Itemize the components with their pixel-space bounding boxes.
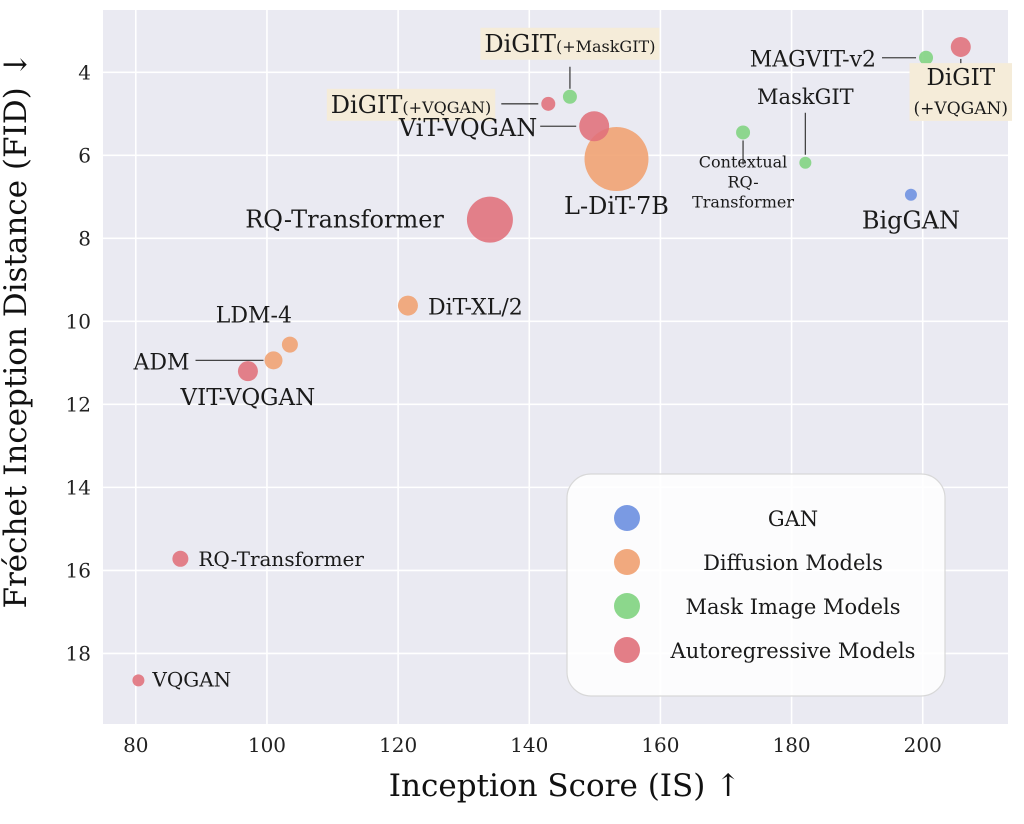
point-label-line: Transformer	[692, 192, 794, 211]
point-label-line: (+VQGAN)	[914, 99, 1008, 119]
legend-label: Diffusion Models	[703, 551, 883, 575]
label-highlight-box	[909, 63, 1013, 121]
x-axis-title: Inception Score (IS) ↑	[389, 768, 741, 804]
point-label: DiGIT (+VQGAN)	[914, 65, 1008, 119]
data-point	[466, 196, 513, 243]
point-label: DiGIT(+MaskGIT)	[484, 30, 655, 58]
x-tick-label: 120	[379, 733, 417, 757]
y-tick-label: 8	[78, 226, 91, 250]
data-point	[237, 361, 258, 382]
point-label: Contextual RQ-Transformer	[692, 152, 794, 211]
x-tick-label: 200	[904, 733, 942, 757]
point-label: VQGAN	[151, 667, 231, 691]
point-label-main: DiGIT	[331, 91, 403, 119]
x-tick-label: 80	[123, 733, 148, 757]
data-point	[799, 156, 812, 169]
data-point	[172, 550, 189, 567]
point-label: RQ-Transformer	[245, 206, 444, 234]
y-axis-title: Fréchet Inception Distance (FID) ↓	[0, 51, 34, 608]
legend-label: Autoregressive Models	[670, 639, 916, 663]
point-label: DiGIT(+VQGAN)	[331, 91, 491, 119]
data-point	[562, 89, 577, 104]
legend-marker	[614, 637, 640, 663]
point-label-line: DiGIT	[926, 65, 995, 91]
data-point	[397, 295, 418, 316]
legend-label: GAN	[768, 507, 818, 531]
data-point	[950, 36, 971, 57]
data-point	[264, 351, 283, 370]
y-tick-label: 12	[66, 392, 91, 416]
y-tick-label: 16	[66, 558, 91, 582]
point-label: RQ-Transformer	[198, 547, 364, 571]
point-label: DiT-XL/2	[428, 296, 523, 321]
point-label: LDM-4	[216, 304, 292, 329]
legend-marker	[614, 505, 640, 531]
point-label: BigGAN	[862, 207, 960, 235]
point-label: ViT-VQGAN	[398, 114, 537, 142]
data-point	[281, 336, 298, 353]
data-point	[579, 111, 610, 142]
data-point	[919, 50, 934, 65]
point-label: L-DiT-7B	[564, 192, 669, 220]
point-label-main: DiGIT	[484, 30, 556, 58]
point-label: VIT-VQGAN	[180, 385, 316, 411]
point-label-sub: (+MaskGIT)	[556, 37, 656, 56]
y-tick-label: 6	[78, 143, 91, 167]
legend-marker	[614, 549, 640, 575]
point-label-line: RQ-	[727, 172, 758, 191]
point-label: ADM	[132, 350, 189, 375]
label-highlight-box	[480, 27, 660, 60]
x-tick-label: 180	[772, 733, 810, 757]
y-tick-label: 18	[66, 641, 91, 665]
label-highlight-box	[326, 88, 496, 121]
x-tick-label: 100	[248, 733, 286, 757]
y-tick-label: 10	[66, 309, 91, 333]
point-label: MAGVIT-v2	[750, 48, 876, 73]
point-label-sub: (+VQGAN)	[402, 98, 491, 117]
point-label: MaskGIT	[757, 85, 854, 109]
y-tick-label: 4	[78, 60, 91, 84]
point-label-line: Contextual	[699, 152, 788, 171]
legend-marker	[614, 593, 640, 619]
legend-box	[566, 473, 946, 697]
data-point	[584, 127, 649, 192]
data-point	[541, 96, 556, 111]
data-point	[736, 125, 751, 140]
x-tick-label: 160	[641, 733, 679, 757]
y-tick-label: 14	[66, 475, 91, 499]
x-tick-label: 140	[510, 733, 548, 757]
legend-label: Mask Image Models	[686, 595, 901, 619]
data-point	[904, 188, 917, 201]
data-point	[132, 674, 145, 687]
